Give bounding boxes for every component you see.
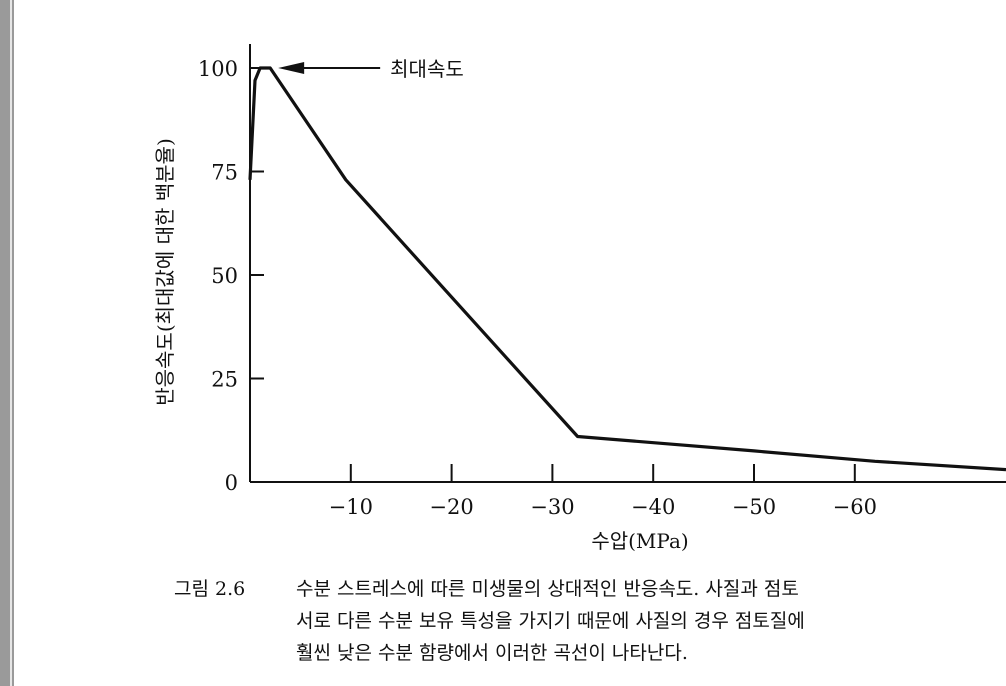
reaction-rate-line [248,66,1006,472]
caption-line-2: 서로 다른 수분 보유 특성을 가지기 때문에 사질의 경우 점토질에 [296,610,805,632]
x-tick-label: −30 [530,495,574,519]
chart-axes [249,44,1006,483]
y-tick-label: 75 [211,161,238,185]
y-tick-label: 100 [198,57,238,81]
x-axis-ticks: −10 −20 −30 −40 −50 −60 [329,464,877,519]
y-tick-label: 25 [211,368,238,392]
figure-caption: 그림 2.6 수분 스트레스에 따른 미생물의 상대적인 반응속도. 사질과 점토… [174,573,1006,669]
x-axis-label: 수압(MPa) [591,529,688,553]
max-rate-annotation: 최대속도 [278,57,464,81]
caption-line-1: 그림 2.6 수분 스트레스에 따른 미생물의 상대적인 반응속도. 사질과 점토 [174,573,1006,605]
x-tick-label: −40 [631,495,675,519]
y-tick-label: 0 [225,471,238,495]
caption-line-1-text: 수분 스트레스에 따른 미생물의 상대적인 반응속도. 사질과 점토 [296,578,799,600]
annotation-label: 최대속도 [390,57,464,81]
x-tick-label: −10 [329,495,373,519]
x-tick-label: −50 [732,495,776,519]
y-axis-label: 반응속도(최대값에 대한 백분율) [153,138,177,406]
x-tick-label: −60 [833,495,877,519]
y-axis-ticks: 0 25 50 75 100 [198,57,264,495]
x-tick-label: −20 [429,495,473,519]
data-series [248,66,1006,472]
annotation-arrow-head [278,62,305,74]
left-window-border [0,0,14,686]
caption-line-3: 훨씬 낮은 수분 함량에서 이러한 곡선이 나타난다. [296,642,688,664]
reaction-rate-chart: 0 25 50 75 100 −10 −20 −30 −40 −50 −60 최대속도 수압(MP… [153,44,1006,553]
y-tick-label: 50 [211,264,238,288]
caption-figure-label: 그림 2.6 [174,578,246,600]
